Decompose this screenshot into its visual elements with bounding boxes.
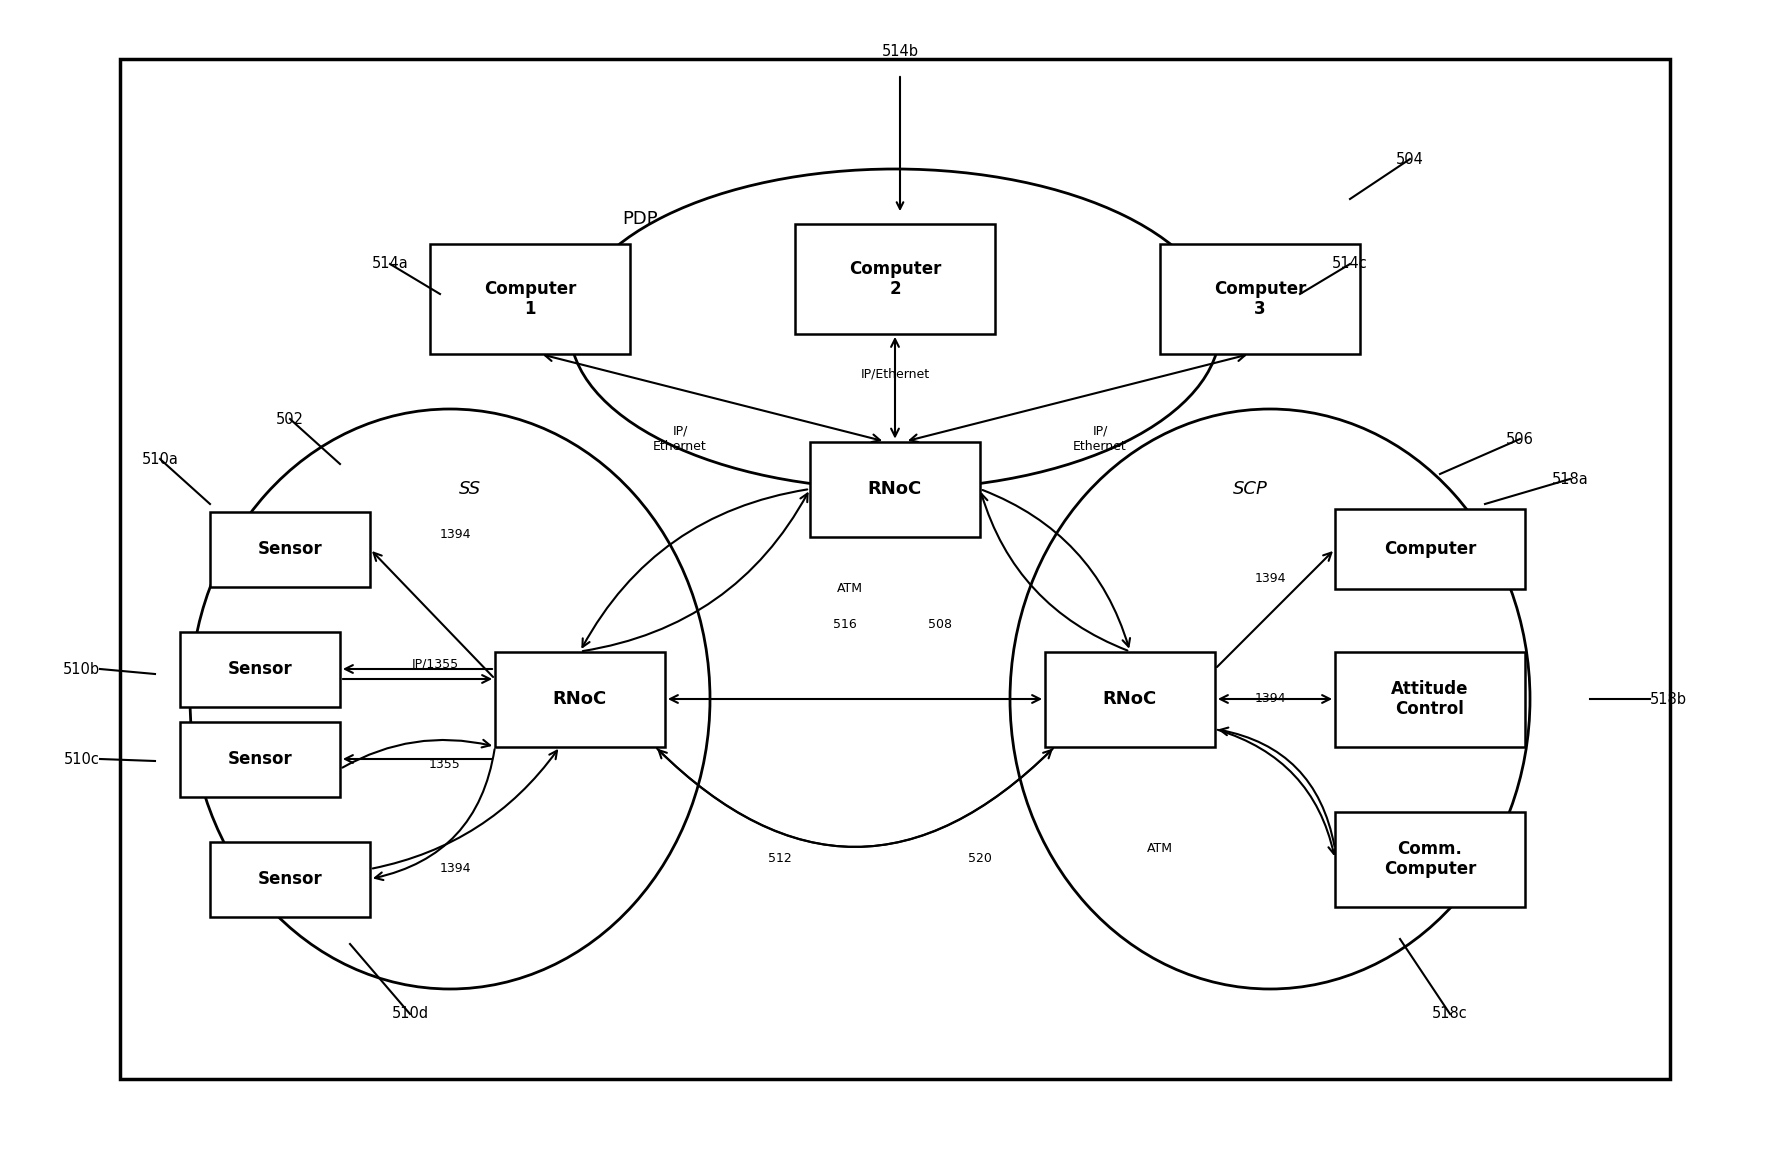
- Text: 1394: 1394: [439, 527, 471, 540]
- Bar: [181, 722, 340, 796]
- Text: RNoC: RNoC: [869, 480, 922, 498]
- Text: 518b: 518b: [1650, 692, 1687, 707]
- Text: 510a: 510a: [141, 452, 179, 466]
- Ellipse shape: [190, 409, 709, 989]
- Bar: [1334, 651, 1524, 747]
- Bar: [810, 441, 980, 537]
- Bar: [210, 511, 371, 586]
- Text: 512: 512: [768, 853, 792, 865]
- Text: 514b: 514b: [881, 44, 919, 59]
- Text: Computer
1: Computer 1: [484, 279, 577, 318]
- Bar: [795, 224, 996, 334]
- Text: Sensor: Sensor: [227, 660, 292, 678]
- Text: IP/
Ethernet: IP/ Ethernet: [1073, 425, 1127, 453]
- Text: 514c: 514c: [1333, 256, 1368, 271]
- Text: ATM: ATM: [1146, 842, 1173, 856]
- Text: 1394: 1394: [439, 863, 471, 876]
- Text: Attitude
Control: Attitude Control: [1392, 679, 1469, 718]
- Bar: [1334, 811, 1524, 907]
- Text: Sensor: Sensor: [258, 870, 322, 888]
- Text: 1355: 1355: [430, 757, 460, 771]
- Bar: [181, 632, 340, 707]
- Text: 506: 506: [1506, 432, 1533, 447]
- Bar: [210, 841, 371, 917]
- Text: Sensor: Sensor: [258, 540, 322, 558]
- Text: 514a: 514a: [371, 256, 408, 271]
- Bar: [430, 244, 630, 354]
- Text: ATM: ATM: [836, 583, 863, 595]
- Text: PDP: PDP: [621, 210, 657, 228]
- Text: 510d: 510d: [392, 1007, 428, 1021]
- Text: Computer
3: Computer 3: [1214, 279, 1306, 318]
- Bar: [120, 59, 1669, 1079]
- Text: SCP: SCP: [1232, 480, 1268, 498]
- Text: RNoC: RNoC: [553, 691, 607, 708]
- Text: RNoC: RNoC: [1103, 691, 1157, 708]
- Ellipse shape: [570, 169, 1220, 489]
- Text: 502: 502: [276, 411, 304, 426]
- Text: 510c: 510c: [64, 751, 100, 766]
- Bar: [1044, 651, 1214, 747]
- Text: 1394: 1394: [1254, 572, 1286, 586]
- Text: 520: 520: [969, 853, 992, 865]
- Text: 510b: 510b: [63, 662, 100, 677]
- Text: 518c: 518c: [1433, 1007, 1469, 1021]
- Ellipse shape: [1010, 409, 1530, 989]
- Text: IP/1355: IP/1355: [412, 657, 458, 671]
- Bar: [1161, 244, 1359, 354]
- Text: Sensor: Sensor: [227, 750, 292, 768]
- Text: 504: 504: [1395, 152, 1424, 167]
- Text: 516: 516: [833, 617, 856, 631]
- Text: 1394: 1394: [1254, 693, 1286, 705]
- Text: Computer: Computer: [1384, 540, 1476, 558]
- Text: 518a: 518a: [1551, 471, 1589, 486]
- Text: SS: SS: [458, 480, 482, 498]
- Bar: [1334, 509, 1524, 589]
- Text: IP/
Ethernet: IP/ Ethernet: [654, 425, 707, 453]
- Bar: [494, 651, 664, 747]
- Text: IP/Ethernet: IP/Ethernet: [860, 368, 930, 380]
- Text: Comm.
Computer: Comm. Computer: [1384, 840, 1476, 878]
- Text: 508: 508: [928, 617, 953, 631]
- Text: Computer
2: Computer 2: [849, 260, 942, 299]
